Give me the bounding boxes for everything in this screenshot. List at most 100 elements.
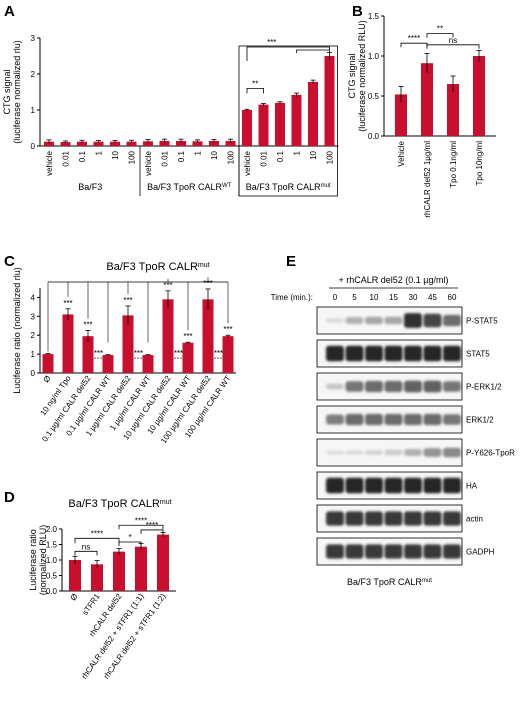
pair-significance: *** — [134, 349, 143, 358]
bar — [62, 314, 74, 373]
blot-band — [443, 314, 461, 327]
blot-band — [404, 544, 422, 559]
chart-title-sup: mut — [198, 262, 210, 269]
significance-label: *** — [267, 38, 276, 47]
blot-band — [404, 413, 422, 426]
bar — [143, 141, 153, 146]
blot-row-label: GADPH — [466, 548, 495, 557]
bar — [157, 534, 169, 591]
category-label: 1 — [194, 150, 203, 155]
bar — [242, 110, 252, 146]
blot-band — [423, 448, 442, 457]
bar — [447, 84, 459, 136]
significance-bracket — [246, 46, 330, 61]
significance-bracket — [426, 33, 454, 38]
bar — [275, 102, 285, 146]
category-label: 1 — [95, 150, 104, 155]
category-label: 0.1 — [276, 150, 285, 162]
blot-band — [404, 511, 422, 526]
blot-band — [365, 380, 383, 393]
bar-significance: *** — [223, 325, 232, 334]
bar — [162, 299, 174, 373]
y-tick-label: 3 — [31, 312, 36, 321]
blot-band — [345, 450, 364, 455]
blot-band — [384, 511, 403, 526]
blot-band — [365, 450, 383, 455]
bar — [209, 140, 219, 146]
bar — [91, 564, 103, 591]
category-label: vehicle — [45, 150, 54, 175]
bar — [82, 336, 94, 373]
blot-band — [443, 345, 461, 362]
blot-band — [365, 544, 383, 559]
significance-bracket — [140, 529, 164, 534]
significance-label: ns — [82, 542, 90, 551]
blot-band — [345, 381, 364, 392]
significance-bracket — [426, 44, 480, 49]
bar — [69, 560, 81, 591]
blot-row-label: P-Y626-TpoR — [466, 449, 515, 458]
category-label: 0.01 — [260, 150, 269, 166]
blot-band — [326, 450, 344, 455]
y-tick-label: 1.0 — [368, 52, 380, 61]
blot-band — [404, 313, 422, 328]
blot-band — [384, 345, 403, 362]
group-label: Ba/F3 TpoR CALRWT — [147, 182, 232, 192]
blot-band — [326, 318, 344, 323]
category-label: Tpo 10ng/ml — [475, 141, 484, 186]
panel-b-label: B — [352, 3, 363, 20]
blot-band — [404, 380, 422, 393]
blot-caption: Ba/F3 TpoR CALRmut — [347, 577, 432, 587]
y-tick-label: 1.0 — [46, 556, 58, 565]
bar — [222, 336, 234, 373]
y-axis-label: Luciferase ratio (normalized rlu) — [12, 267, 22, 394]
bar — [135, 546, 147, 591]
time-point-label: 5 — [352, 293, 357, 302]
blot-band — [384, 449, 403, 456]
y-tick-label: 1 — [31, 106, 36, 115]
group-label: Ba/F3 TpoR CALRmut — [246, 182, 331, 192]
bar-significance: *** — [163, 281, 172, 290]
chart-title: Ba/F3 TpoR CALRmut — [68, 498, 171, 510]
category-label: 10 — [111, 150, 120, 159]
group-label-sup: mut — [321, 183, 331, 189]
panel-d-label: D — [4, 489, 15, 506]
bar — [44, 141, 54, 146]
category-label: 100 — [128, 150, 137, 164]
blot-band — [365, 345, 383, 362]
bar — [192, 141, 203, 146]
blot-band — [326, 383, 344, 390]
blot-band — [423, 544, 442, 559]
y-tick-label: 1 — [31, 350, 36, 359]
blot-band — [443, 544, 461, 559]
pair-significance: *** — [214, 349, 223, 358]
blot-band — [404, 449, 422, 456]
blot-band — [345, 317, 364, 324]
blot-band — [326, 544, 344, 559]
significance-bracket — [74, 537, 120, 544]
blot-band — [365, 413, 383, 426]
treatment-label: + rhCALR del52 (0.1 µg/ml) — [339, 275, 449, 285]
blot-band — [443, 511, 461, 526]
blot-band — [404, 345, 422, 362]
panel-e-label: E — [286, 253, 296, 270]
bar — [110, 141, 120, 146]
significance-label: * — [128, 533, 131, 542]
bar — [202, 299, 214, 373]
panel-e-western-blot: + rhCALR del52 (0.1 µg/ml) Time (min.): 0 5… — [271, 275, 516, 587]
bar — [308, 81, 318, 146]
blot-band — [423, 413, 442, 426]
y-tick-label: 1.5 — [368, 12, 380, 21]
bar — [225, 140, 236, 146]
y-tick-label: 3 — [31, 34, 36, 43]
y-axis-label: Luciferase ratio — [28, 529, 38, 591]
category-label: 10 — [210, 150, 219, 159]
bar-significance: *** — [123, 296, 132, 305]
bar — [182, 342, 194, 373]
category-label: 1 — [293, 150, 302, 155]
blot-band — [384, 477, 403, 494]
significance-label: **** — [135, 516, 147, 525]
y-tick-label: 2 — [31, 331, 36, 340]
group-label-sup: WT — [222, 183, 232, 189]
time-point-label: 30 — [409, 293, 418, 302]
